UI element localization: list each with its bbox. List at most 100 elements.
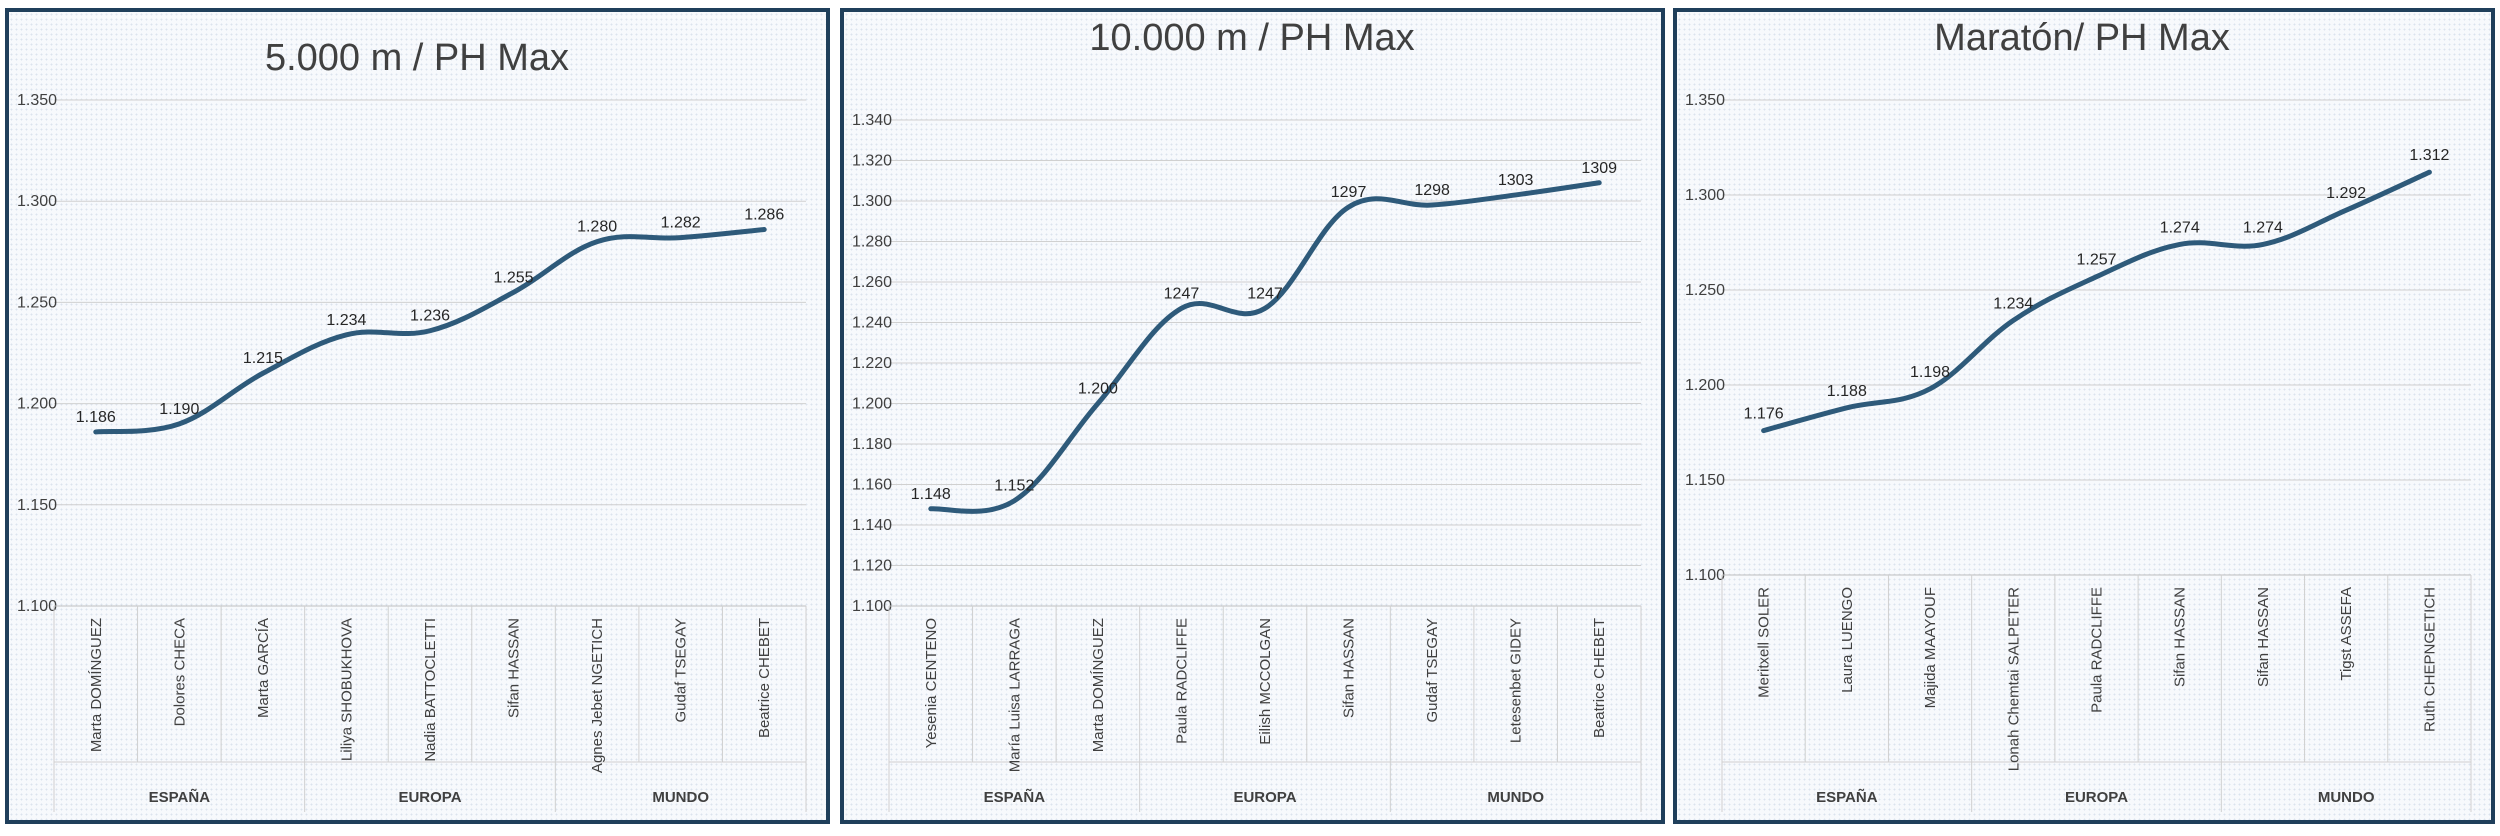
x-tick-label: Marta DOMÍNGUEZ <box>88 618 105 752</box>
data-label: 1298 <box>1414 182 1450 199</box>
group-label: MUNDO <box>652 789 709 806</box>
data-label: 1309 <box>1581 160 1617 177</box>
data-label: 1303 <box>1498 172 1534 189</box>
chart-panel-5000m: 5.000 m / PH Max 1.100 1.150 1.200 1.250 1.30… <box>5 8 830 824</box>
data-label: 1.188 <box>1827 383 1867 400</box>
data-label: 1.186 <box>76 409 116 426</box>
series-line <box>928 180 1602 514</box>
chart-panel-10000m: 10.000 m / PH Max 1.100 1.120 1.140 1.160 1.1… <box>840 8 1665 824</box>
group-label: ESPAÑA <box>984 788 1046 806</box>
chart-title: Maratón/ PH Max <box>1934 17 2230 59</box>
chart-panel-maraton: Maratón/ PH Max 1.100 1.150 1.200 1.250 1.300… <box>1673 8 2495 824</box>
y-tick-label: 1.240 <box>852 315 892 332</box>
group-label: MUNDO <box>2318 789 2375 806</box>
x-tick-label: Majida MAAYOUF <box>1922 587 1939 708</box>
data-label: 1.234 <box>1993 295 2033 312</box>
chart-title: 10.000 m / PH Max <box>1089 17 1414 59</box>
data-label: 1.215 <box>243 350 283 367</box>
y-tick-label: 1.280 <box>852 234 892 251</box>
y-tick-label: 1.250 <box>1685 282 1725 299</box>
chart-title: 5.000 m / PH Max <box>265 37 569 79</box>
y-tick-label: 1.220 <box>852 355 892 372</box>
data-label: 1.176 <box>1744 406 1784 423</box>
x-tick-label: María Luisa LARRAGA <box>1006 618 1023 772</box>
x-tick-label: Marta GARCÍA <box>255 618 272 718</box>
x-tick-label: Ruth CHEPNGETICH <box>2421 587 2438 732</box>
y-tick-label: 1.260 <box>852 274 892 291</box>
x-tick-label: Yesenia CENTENO <box>923 618 940 748</box>
data-label: 1.282 <box>661 215 701 232</box>
group-label: ESPAÑA <box>1816 788 1878 806</box>
data-label: 1297 <box>1331 184 1367 201</box>
y-tick-label: 1.350 <box>1685 92 1725 109</box>
y-tick-label: 1.150 <box>17 497 57 514</box>
x-tick-label: Sifan HASSAN <box>506 618 523 718</box>
y-tick-label: 1.200 <box>17 396 57 413</box>
y-tick-label: 1.200 <box>1685 377 1725 394</box>
group-label: EUROPA <box>398 789 461 806</box>
group-label: EUROPA <box>2065 789 2128 806</box>
y-tick-label: 1.300 <box>852 193 892 210</box>
y-tick-label: 1.100 <box>1685 567 1725 584</box>
x-tick-label: Lonah Chemtai SALPETER <box>2005 587 2022 771</box>
y-tick-label: 1.180 <box>852 436 892 453</box>
x-tick-label: Laura LUENGO <box>1839 587 1856 693</box>
x-tick-label: Nadia BATTOCLETTI <box>422 618 439 762</box>
data-label: 1.274 <box>2243 219 2283 236</box>
y-tick-label: 1.200 <box>852 396 892 413</box>
series-line <box>1761 169 2432 434</box>
x-tick-label: Sifan HASSAN <box>2255 587 2272 687</box>
data-label: 1.200 <box>1078 381 1118 398</box>
data-label: 1.152 <box>994 478 1034 495</box>
data-label: 1.292 <box>2326 185 2366 202</box>
x-tick-label: Gudaf TSEGAY <box>673 618 690 723</box>
chart-5000m: 5.000 m / PH Max 1.100 1.150 1.200 1.250 1.30… <box>17 37 807 812</box>
y-tick-label: 1.120 <box>852 558 892 575</box>
y-tick-label: 1.100 <box>852 598 892 615</box>
y-tick-label: 1.150 <box>1685 472 1725 489</box>
y-tick-label: 1.340 <box>852 112 892 129</box>
y-tick-label: 1.300 <box>1685 187 1725 204</box>
y-tick-label: 1.140 <box>852 517 892 534</box>
x-tick-label: Marta DOMÍNGUEZ <box>1090 618 1107 752</box>
x-tick-label: Meritxell SOLER <box>1756 587 1773 698</box>
data-label: 1247 <box>1164 285 1200 302</box>
data-label: 1.286 <box>744 207 784 224</box>
x-tick-label: Paula RADCLIFFE <box>1173 618 1190 744</box>
x-tick-label: Gudaf TSEGAY <box>1424 618 1441 723</box>
y-tick-label: 1.350 <box>17 92 57 109</box>
y-tick-label: 1.300 <box>17 193 57 210</box>
x-tick-label: Liliya SHOBUKHOVA <box>338 618 355 761</box>
data-label: 1.255 <box>494 269 534 286</box>
data-label: 1.312 <box>2409 147 2449 164</box>
x-tick-label: Dolores CHECA <box>171 618 188 726</box>
x-tick-label: Eilish MCCOLGAN <box>1257 618 1274 745</box>
y-tick-label: 1.320 <box>852 153 892 170</box>
data-label: 1.236 <box>410 308 450 325</box>
data-label: 1247 <box>1247 285 1283 302</box>
x-tick-label: Sifan HASSAN <box>1341 618 1358 718</box>
data-label: 1.198 <box>1910 364 1950 381</box>
x-tick-label: Tigst ASSEFA <box>2338 587 2355 681</box>
data-label: 1.148 <box>911 486 951 503</box>
data-label: 1.257 <box>2076 252 2116 269</box>
group-label: ESPAÑA <box>149 788 211 806</box>
y-tick-label: 1.160 <box>852 477 892 494</box>
data-label: 1.234 <box>326 312 366 329</box>
chart-10000m: 10.000 m / PH Max 1.100 1.120 1.140 1.160 1.1… <box>852 17 1642 812</box>
x-tick-label: Sifan HASSAN <box>2172 587 2189 687</box>
data-label: 1.190 <box>159 401 199 418</box>
chart-maraton: Maratón/ PH Max 1.100 1.150 1.200 1.250 1.300… <box>1685 17 2472 812</box>
x-tick-label: Beatrice CHEBET <box>1591 618 1608 738</box>
x-tick-label: Beatrice CHEBET <box>756 618 773 738</box>
group-label: EUROPA <box>1233 789 1296 806</box>
x-tick-label: Agnes Jebet NGETICH <box>589 618 606 773</box>
data-label: 1.274 <box>2160 219 2200 236</box>
y-tick-label: 1.100 <box>17 598 57 615</box>
y-tick-label: 1.250 <box>17 294 57 311</box>
data-label: 1.280 <box>577 219 617 236</box>
x-tick-label: Letesenbet GIDEY <box>1508 618 1525 743</box>
x-tick-label: Paula RADCLIFFE <box>2089 587 2106 713</box>
series-line <box>93 227 767 435</box>
group-label: MUNDO <box>1487 789 1544 806</box>
